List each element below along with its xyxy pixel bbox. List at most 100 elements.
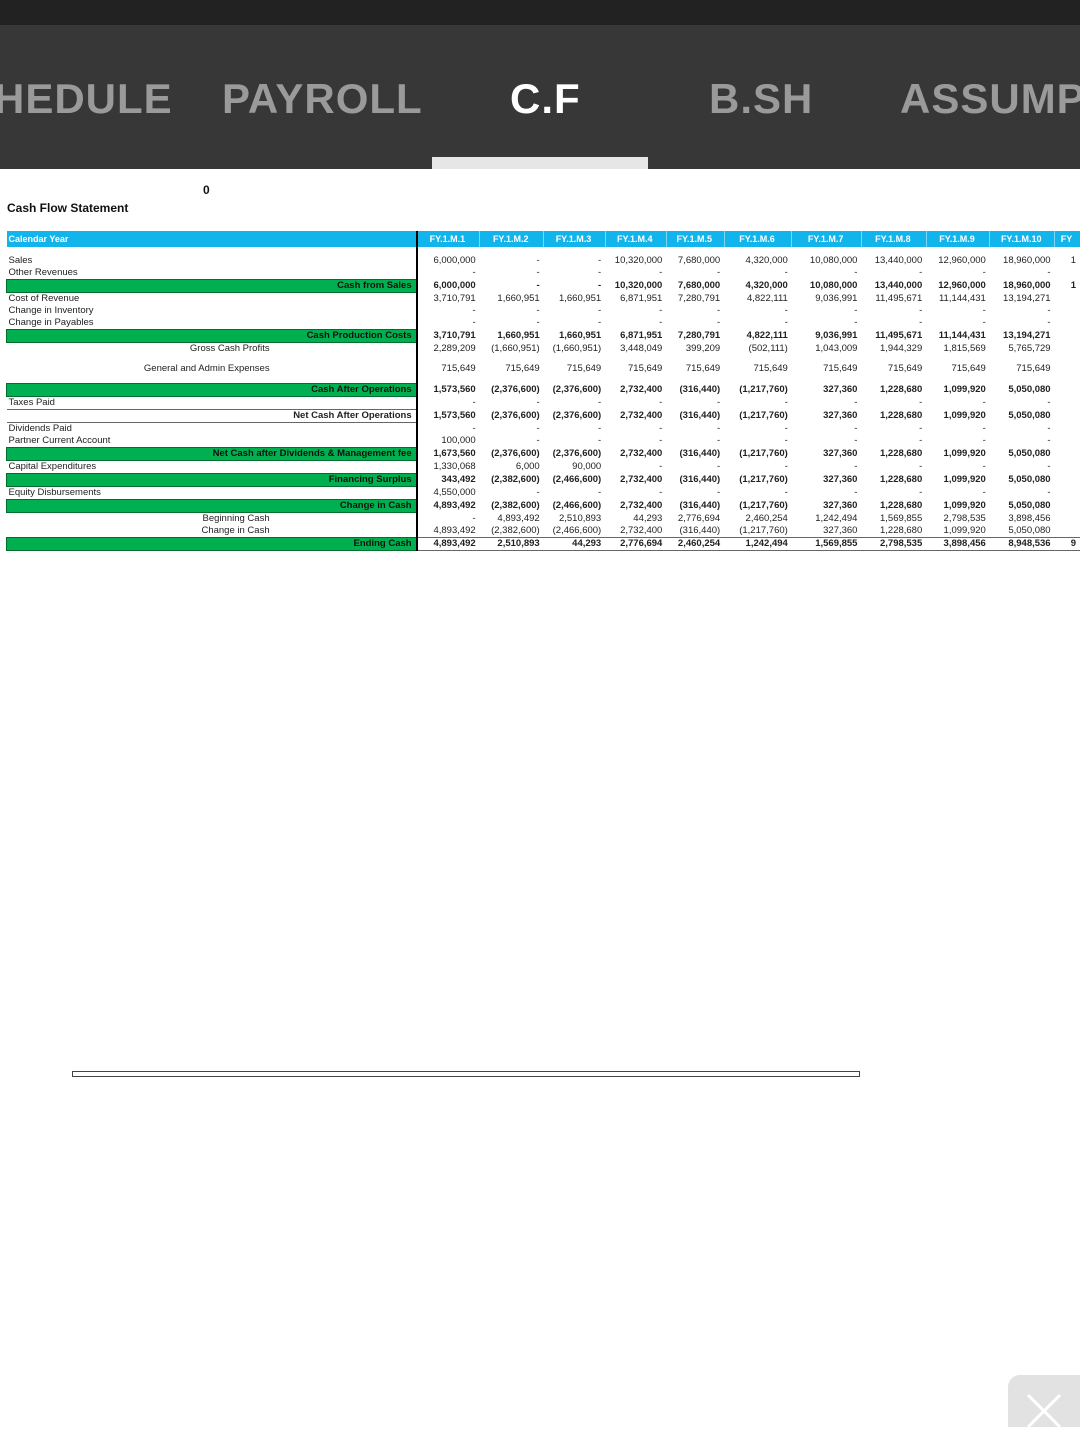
value-cell[interactable]: 11,495,671 (861, 293, 926, 306)
value-cell[interactable]: 2,732,400 (605, 525, 666, 538)
row-label[interactable]: Partner Current Account (7, 435, 417, 448)
value-cell[interactable]: 9,036,991 (792, 293, 862, 306)
value-cell[interactable] (1055, 423, 1080, 436)
value-cell[interactable] (1055, 397, 1080, 410)
tab-assumptions[interactable]: ASSUMPT (900, 75, 1080, 123)
value-cell[interactable]: 715,649 (417, 363, 480, 375)
value-cell[interactable]: 7,280,791 (666, 330, 724, 343)
month-header[interactable]: FY.1.M.3 (544, 231, 606, 247)
value-cell[interactable] (1055, 317, 1080, 330)
value-cell[interactable]: - (861, 397, 926, 410)
value-cell[interactable]: - (480, 267, 544, 280)
value-cell[interactable]: 2,510,893 (544, 513, 606, 526)
value-cell[interactable]: - (926, 317, 990, 330)
row-label[interactable]: Cash Production Costs (7, 330, 417, 343)
row-label[interactable]: Gross Cash Profits (7, 343, 417, 356)
value-cell[interactable] (1055, 363, 1080, 375)
row-label[interactable]: General and Admin Expenses (7, 363, 417, 375)
value-cell[interactable]: - (724, 317, 792, 330)
value-cell[interactable]: 13,194,271 (990, 330, 1055, 343)
value-cell[interactable]: (2,382,600) (480, 525, 544, 538)
value-cell[interactable]: 1,228,680 (861, 500, 926, 513)
value-cell[interactable]: 1,569,855 (861, 513, 926, 526)
value-cell[interactable]: 1,228,680 (861, 410, 926, 423)
value-cell[interactable]: 10,080,000 (792, 255, 862, 267)
value-cell[interactable]: 1,043,009 (792, 343, 862, 356)
row-label[interactable]: Sales (7, 255, 417, 267)
value-cell[interactable]: 4,822,111 (724, 330, 792, 343)
month-header[interactable]: FY.1.M.8 (861, 231, 926, 247)
value-cell[interactable]: 3,710,791 (417, 330, 480, 343)
value-cell[interactable]: - (666, 487, 724, 500)
value-cell[interactable]: 3,448,049 (605, 343, 666, 356)
value-cell[interactable]: 9,036,991 (792, 330, 862, 343)
value-cell[interactable]: (316,440) (666, 384, 724, 397)
value-cell[interactable]: 2,732,400 (605, 474, 666, 487)
value-cell[interactable]: 18,960,000 (990, 255, 1055, 267)
value-cell[interactable]: 1,673,560 (417, 448, 480, 461)
value-cell[interactable]: - (724, 461, 792, 474)
value-cell[interactable]: (1,217,760) (724, 384, 792, 397)
value-cell[interactable]: 2,510,893 (480, 538, 544, 551)
value-cell[interactable]: - (544, 305, 606, 317)
value-cell[interactable]: 327,360 (792, 384, 862, 397)
value-cell[interactable]: - (417, 305, 480, 317)
value-cell[interactable]: 1,573,560 (417, 410, 480, 423)
value-cell[interactable]: (316,440) (666, 474, 724, 487)
value-cell[interactable]: (316,440) (666, 500, 724, 513)
value-cell[interactable]: 90,000 (544, 461, 606, 474)
value-cell[interactable]: 18,960,000 (990, 280, 1055, 293)
value-cell[interactable]: 1,660,951 (480, 293, 544, 306)
value-cell[interactable]: - (990, 305, 1055, 317)
month-header[interactable]: FY.1.M.4 (605, 231, 666, 247)
value-cell[interactable]: 2,732,400 (605, 410, 666, 423)
value-cell[interactable]: - (861, 487, 926, 500)
row-label[interactable]: Cost of Revenue (7, 293, 417, 306)
value-cell[interactable]: 7,280,791 (666, 293, 724, 306)
value-cell[interactable]: - (417, 317, 480, 330)
value-cell[interactable]: - (724, 397, 792, 410)
value-cell[interactable]: - (990, 397, 1055, 410)
value-cell[interactable]: 715,649 (926, 363, 990, 375)
value-cell[interactable]: 1,660,951 (544, 293, 606, 306)
value-cell[interactable]: - (861, 305, 926, 317)
value-cell[interactable]: - (926, 397, 990, 410)
value-cell[interactable]: - (605, 305, 666, 317)
value-cell[interactable]: 4,822,111 (724, 293, 792, 306)
value-cell[interactable]: 12,960,000 (926, 255, 990, 267)
value-cell[interactable] (1055, 461, 1080, 474)
value-cell[interactable] (1055, 384, 1080, 397)
value-cell[interactable]: 327,360 (792, 410, 862, 423)
value-cell[interactable]: - (480, 305, 544, 317)
value-cell[interactable]: 4,320,000 (724, 280, 792, 293)
value-cell[interactable]: 5,050,080 (990, 525, 1055, 538)
month-header[interactable]: FY.1.M.5 (666, 231, 724, 247)
value-cell[interactable]: 10,320,000 (605, 280, 666, 293)
value-cell[interactable]: 2,776,694 (605, 538, 666, 551)
value-cell[interactable] (1055, 500, 1080, 513)
value-cell[interactable]: (316,440) (666, 525, 724, 538)
value-cell[interactable]: 1,242,494 (724, 538, 792, 551)
value-cell[interactable]: 715,649 (480, 363, 544, 375)
row-label[interactable]: Equity Disbursements (7, 487, 417, 500)
value-cell[interactable]: 715,649 (861, 363, 926, 375)
value-cell[interactable]: 6,871,951 (605, 293, 666, 306)
value-cell[interactable]: - (605, 267, 666, 280)
sheet-title[interactable]: Cash Flow Statement (7, 201, 128, 215)
value-cell[interactable]: - (544, 255, 606, 267)
value-cell[interactable]: - (990, 317, 1055, 330)
value-cell[interactable]: 4,550,000 (417, 487, 480, 500)
value-cell[interactable]: - (417, 267, 480, 280)
value-cell[interactable]: - (990, 461, 1055, 474)
value-cell[interactable]: 8,948,536 (990, 538, 1055, 551)
value-cell[interactable]: (1,217,760) (724, 525, 792, 538)
value-cell[interactable]: 9 (1055, 538, 1080, 551)
month-header[interactable]: FY.1.M.1 (417, 231, 480, 247)
value-cell[interactable]: 327,360 (792, 525, 862, 538)
value-cell[interactable]: 715,649 (990, 363, 1055, 375)
value-cell[interactable]: 1,099,920 (926, 500, 990, 513)
value-cell[interactable]: 1,660,951 (480, 330, 544, 343)
value-cell[interactable]: (2,376,600) (544, 410, 606, 423)
value-cell[interactable]: - (666, 317, 724, 330)
row-label[interactable]: Ending Cash (7, 538, 417, 551)
